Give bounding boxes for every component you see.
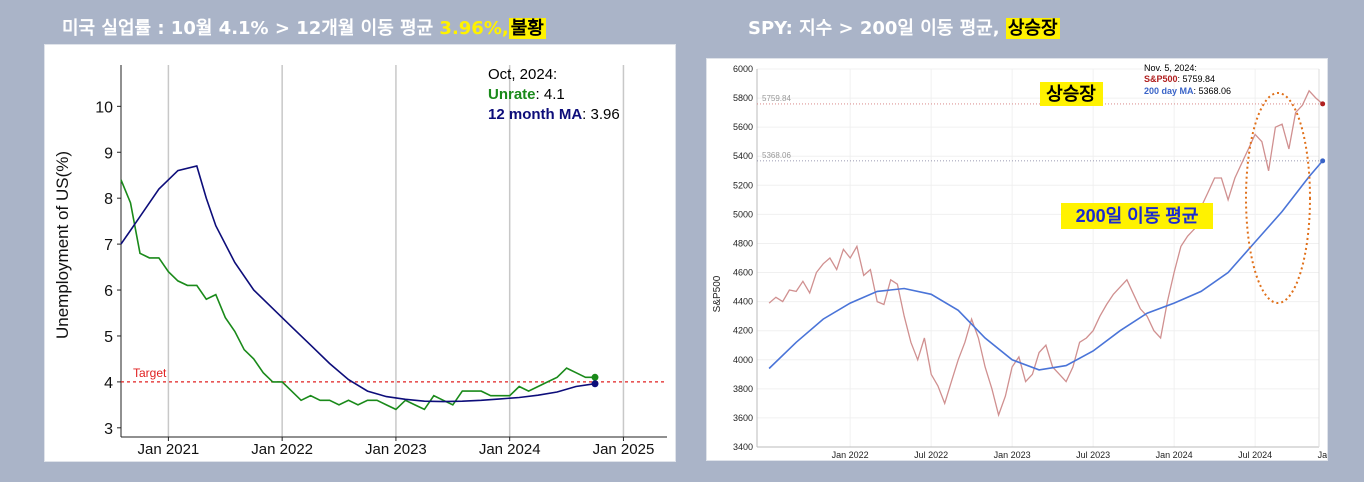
- right-y-tick-label: 5000: [733, 209, 753, 219]
- right-heading-prefix: SPY: 지수 > 200일 이동 평균,: [748, 18, 1006, 39]
- sp-ma-label: 200 day MA: [1144, 86, 1194, 96]
- right-y-tick-label: 5400: [733, 151, 753, 161]
- left-x-tick-label: Jan 2025: [593, 441, 655, 458]
- left-y-tick-label: 10: [95, 99, 113, 116]
- right-axes: [756, 69, 1320, 448]
- left-y-tick-label: 7: [104, 237, 113, 254]
- sp500-endpoint: [1320, 101, 1326, 107]
- right-y-tick-label: 4200: [733, 326, 753, 336]
- right-y-ticks: 3400 3600 3800 4000 4200 4400 4600 4800 5000 5200…: [733, 64, 753, 452]
- left-y-tick-label: 6: [104, 283, 113, 300]
- right-y-tick-label: 3600: [733, 413, 753, 423]
- callout-bull-text: 상승장: [1046, 84, 1096, 104]
- ma-endpoint: [591, 380, 599, 388]
- callout-ma-bg: [1061, 203, 1213, 229]
- callout-bull-bg: [1040, 82, 1103, 106]
- reference-line-label: 5368.06: [762, 151, 791, 160]
- left-y-tick-label: 8: [104, 191, 113, 208]
- left-heading-prefix: 미국 실업률 : 10월 4.1% > 12개월 이동 평균: [62, 18, 440, 39]
- right-annotation-ma: 200 day MA: 5368.06: [1144, 86, 1231, 96]
- left-y-ticks: 3 4 5 6 7 8 9 10: [95, 99, 121, 438]
- right-x-tick-label: Jan 2023: [994, 450, 1031, 460]
- left-x-tick-label: Jan 2021: [138, 441, 200, 458]
- right-x-tick-label: Jan 2024: [1156, 450, 1193, 460]
- right-annotation: Nov. 5, 2024: S&P500: 5759.84 200 day MA…: [1144, 63, 1231, 96]
- highlight-ellipse: [1245, 92, 1311, 304]
- callout-ma: 200일 이동 평균: [1061, 203, 1213, 229]
- unrate-value: : 4.1: [536, 86, 565, 103]
- right-x-tick-label: Jul 2022: [914, 450, 948, 460]
- right-x-tick-label: Jul 2024: [1238, 450, 1272, 460]
- left-y-tick-label: 3: [104, 421, 113, 438]
- unemployment-chart-panel: Unemployment of US(%) 3 4 5 6 7 8 9 10 Jan 2021…: [44, 44, 676, 462]
- target-line-group: Target: [121, 366, 667, 383]
- unrate-line: [120, 179, 595, 411]
- spy-chart: S&P500 3400 3600 3800 4000 4200 4400 4600 4800 5…: [712, 63, 1355, 460]
- left-y-tick-label: 5: [104, 329, 113, 346]
- ma-label: 12 month MA: [488, 106, 582, 123]
- reference-lines: 5759.84 5368.06: [757, 94, 1319, 162]
- left-heading-value: 3.96%,: [439, 18, 509, 39]
- spx-label: S&P500: [1144, 74, 1178, 84]
- right-y-axis-label: S&P500: [712, 275, 723, 312]
- left-series: [120, 165, 599, 411]
- right-heading: SPY: 지수 > 200일 이동 평균, 상승장: [748, 14, 1060, 40]
- right-heading-tag: 상승장: [1005, 18, 1060, 39]
- unrate-label: Unrate: [488, 86, 536, 103]
- right-annotation-spx: S&P500: 5759.84: [1144, 74, 1215, 84]
- sp-ma-value: : 5368.06: [1194, 86, 1232, 96]
- target-label: Target: [133, 366, 167, 380]
- ma-value: : 3.96: [582, 106, 620, 123]
- right-series: [768, 89, 1326, 418]
- left-annotation-ma: 12 month MA: 3.96: [488, 106, 620, 123]
- right-annotation-date: Nov. 5, 2024:: [1144, 63, 1197, 73]
- right-y-tick-label: 6000: [733, 64, 753, 74]
- callout-ma-text: 200일 이동 평균: [1076, 206, 1199, 226]
- right-x-tick-label: Jan 2022: [832, 450, 869, 460]
- left-x-tick-label: Jan 2022: [251, 441, 313, 458]
- unrate-endpoint: [591, 373, 599, 381]
- left-y-tick-label: 9: [104, 145, 113, 162]
- spy-chart-panel: S&P500 3400 3600 3800 4000 4200 4400 4600 4800 5…: [706, 58, 1355, 461]
- right-y-tick-label: 5800: [733, 93, 753, 103]
- left-annotation-unrate: Unrate: 4.1: [488, 86, 565, 103]
- right-y-tick-label: 4600: [733, 268, 753, 278]
- right-y-tick-label: 5200: [733, 180, 753, 190]
- ma-line: [120, 165, 596, 403]
- right-y-tick-label: 3800: [733, 384, 753, 394]
- unemployment-chart: Unemployment of US(%) 3 4 5 6 7 8 9 10 Jan 2021…: [53, 65, 667, 458]
- left-y-tick-label: 4: [104, 375, 113, 392]
- right-x-tick-label: Jul 2023: [1076, 450, 1110, 460]
- left-gridlines: [167, 65, 625, 437]
- right-y-tick-label: 3400: [733, 442, 753, 452]
- left-y-axis-label: Unemployment of US(%): [53, 151, 72, 339]
- left-annotation: Oct, 2024: Unrate: 4.1 12 month MA: 3.96: [488, 66, 620, 123]
- right-y-tick-label: 4400: [733, 297, 753, 307]
- right-y-tick-label: 4000: [733, 355, 753, 365]
- left-heading: 미국 실업률 : 10월 4.1% > 12개월 이동 평균 3.96%, 불황: [62, 14, 546, 40]
- sp-ma-line: [768, 160, 1324, 371]
- right-x-tick-label: Jan 2025: [1318, 450, 1327, 460]
- spx-value: : 5759.84: [1178, 74, 1216, 84]
- right-y-tick-label: 5600: [733, 122, 753, 132]
- left-x-tick-label: Jan 2023: [365, 441, 427, 458]
- reference-line-label: 5759.84: [762, 94, 791, 103]
- right-x-ticks: Jan 2022 Jul 2022 Jan 2023 Jul 2023 Jan 2024…: [832, 450, 1355, 460]
- left-heading-tag: 불황: [508, 18, 546, 39]
- left-annotation-date: Oct, 2024:: [488, 66, 557, 83]
- sp500-line: [768, 89, 1324, 418]
- callout-bull: 상승장: [1040, 82, 1103, 106]
- left-x-tick-label: Jan 2024: [479, 441, 541, 458]
- left-x-ticks: Jan 2021 Jan 2022 Jan 2023 Jan 2024 Jan 2025: [138, 437, 655, 458]
- sp-ma-endpoint: [1320, 158, 1326, 164]
- right-y-tick-label: 4800: [733, 238, 753, 248]
- left-axes: [120, 65, 667, 438]
